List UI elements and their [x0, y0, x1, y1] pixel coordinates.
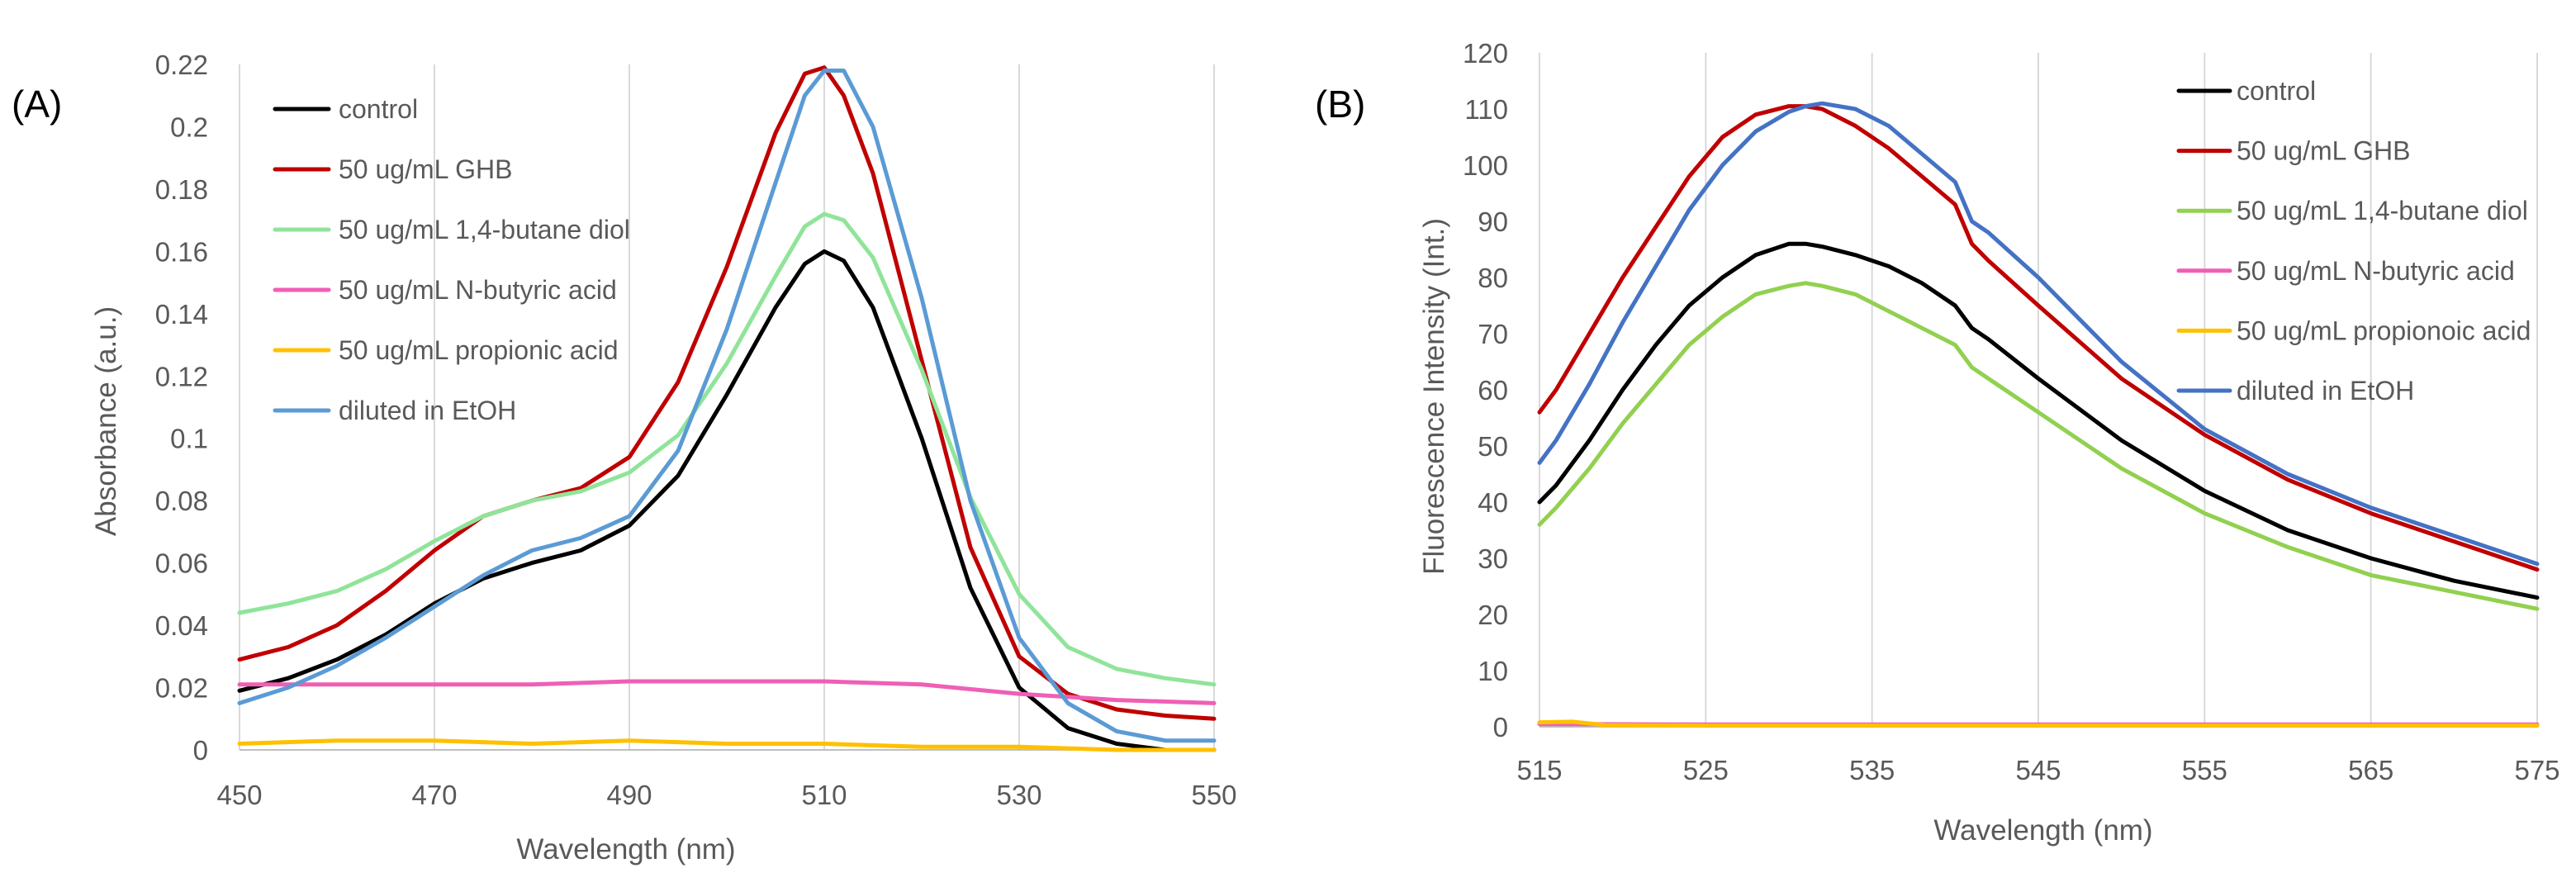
panel-b-y-tick-label: 60	[1478, 375, 1508, 406]
panel-a-series-line-0	[237, 249, 1217, 752]
panel-b-legend-label: 50 ug/mL GHB	[2237, 136, 2410, 166]
panel-a-tick-labels: 450 470 490 510 530 550 0 0.02 0.04 0.06 0.08 0.1 0.…	[155, 50, 1237, 810]
panel-a-legend-label: diluted in EtOH	[339, 396, 516, 425]
panel-a-x-tick-label: 530	[996, 780, 1041, 810]
panel-a-series-line-2	[237, 211, 1217, 687]
panel-a-legend-label: control	[339, 94, 418, 124]
panel-b-legend-label: diluted in EtOH	[2237, 376, 2414, 406]
panel-b-chart: (B) 515 525 535 545 555 565 575 0 10 20 30 40 50 60 70…	[1315, 38, 2560, 847]
panel-a-legend: control 50 ug/mL GHB 50 ug/mL 1,4-butane d…	[273, 94, 630, 425]
panel-a-gridlines	[239, 64, 1215, 750]
panel-a-y-tick-label: 0.02	[155, 673, 208, 704]
panel-b-x-tick-label: 545	[2015, 755, 2061, 785]
panel-a-x-tick-label: 450	[216, 780, 262, 810]
panel-a-series-line-4	[237, 738, 1217, 752]
panel-b-legend-label: control	[2237, 76, 2316, 106]
panel-b-y-tick-label: 100	[1463, 150, 1508, 181]
panel-b-y-tick-label: 10	[1478, 656, 1508, 686]
panel-a-chart: (A) 450 470 490 510 530 550 0 0.02 0.04 0.06 0.08 0…	[12, 50, 1237, 866]
panel-a-y-tick-label: 0.08	[155, 486, 208, 516]
panel-b-y-tick-label: 30	[1478, 543, 1508, 574]
panel-b-y-tick-label: 80	[1478, 263, 1508, 293]
panel-b-x-tick-label: 515	[1516, 755, 1562, 785]
panel-b-y-tick-label: 120	[1463, 38, 1508, 69]
panel-b-y-tick-label: 40	[1478, 487, 1508, 518]
panel-b-y-tick-label: 50	[1478, 431, 1508, 462]
panel-a-legend-label: 50 ug/mL GHB	[339, 154, 512, 184]
panel-a-y-tick-label: 0.18	[155, 174, 208, 205]
panel-a-y-tick-label: 0.12	[155, 361, 208, 391]
panel-b-tick-labels: 515 525 535 545 555 565 575 0 10 20 30 40 50 60 70 80 90…	[1463, 38, 2560, 785]
panel-b-x-tick-label: 555	[2182, 755, 2227, 785]
panel-a-y-tick-label: 0.06	[155, 548, 208, 579]
panel-a-series-lines	[237, 65, 1217, 752]
panel-a-x-tick-label: 510	[801, 780, 847, 810]
panel-a-legend-label: 50 ug/mL N-butyric acid	[339, 275, 617, 305]
panel-b-label: (B)	[1315, 83, 1365, 126]
panel-a-y-tick-label: 0	[193, 735, 208, 766]
panel-a-label: (A)	[12, 83, 62, 126]
panel-b-y-tick-label: 20	[1478, 600, 1508, 630]
panel-a-series-line-3	[237, 679, 1217, 705]
panel-b-legend-label: 50 ug/mL 1,4-butane diol	[2237, 196, 2528, 225]
panel-a-y-tick-label: 0.1	[170, 424, 208, 454]
panel-b-series-lines	[1537, 101, 2540, 728]
panel-b-series-line-4	[1537, 719, 2540, 728]
panel-a-legend-label: 50 ug/mL 1,4-butane diol	[339, 215, 630, 244]
panel-a-y-axis-title: Absorbance (a.u.)	[90, 306, 122, 536]
panel-a-x-tick-label: 550	[1191, 780, 1236, 810]
panel-b-y-tick-label: 90	[1478, 206, 1508, 237]
panel-b-series-line-0	[1537, 241, 2540, 600]
panel-a-x-axis-title: Wavelength (nm)	[516, 833, 735, 866]
panel-b-y-tick-label: 70	[1478, 319, 1508, 349]
panel-a-series-line-5	[237, 69, 1217, 743]
panel-a-x-tick-label: 470	[411, 780, 457, 810]
panel-a-y-tick-label: 0.2	[170, 111, 208, 142]
panel-a-series-line-1	[237, 65, 1217, 721]
panel-a-y-tick-label: 0.22	[155, 50, 208, 80]
panel-b-legend-label: 50 ug/mL propionoic acid	[2237, 315, 2531, 345]
panel-b-y-axis-title: Fluorescence Intensity (Int.)	[1418, 218, 1450, 575]
panel-b-series-line-1	[1537, 104, 2540, 572]
panel-a-legend-label: 50 ug/mL propionic acid	[339, 335, 619, 365]
panel-b-legend-label: 50 ug/mL N-butyric acid	[2237, 256, 2515, 286]
panel-b-legend: control 50 ug/mL GHB 50 ug/mL 1,4-butane d…	[2176, 76, 2531, 406]
panel-b-x-axis-title: Wavelength (nm)	[1933, 814, 2152, 847]
panel-b-x-tick-label: 575	[2514, 755, 2559, 785]
panel-b-x-tick-label: 565	[2348, 755, 2393, 785]
panel-b-y-tick-label: 110	[1464, 94, 1508, 125]
panel-a-x-tick-label: 490	[606, 780, 652, 810]
panel-b-series-line-2	[1537, 281, 2540, 611]
panel-b-y-tick-label: 0	[1493, 712, 1508, 742]
panel-b-x-tick-label: 535	[1849, 755, 1895, 785]
panel-b-x-tick-label: 525	[1683, 755, 1729, 785]
panel-a-y-tick-label: 0.16	[155, 236, 208, 267]
panel-a-y-tick-label: 0.04	[155, 610, 208, 641]
panel-a-y-tick-label: 0.14	[155, 299, 208, 330]
panel-b-series-line-5	[1537, 101, 2540, 567]
